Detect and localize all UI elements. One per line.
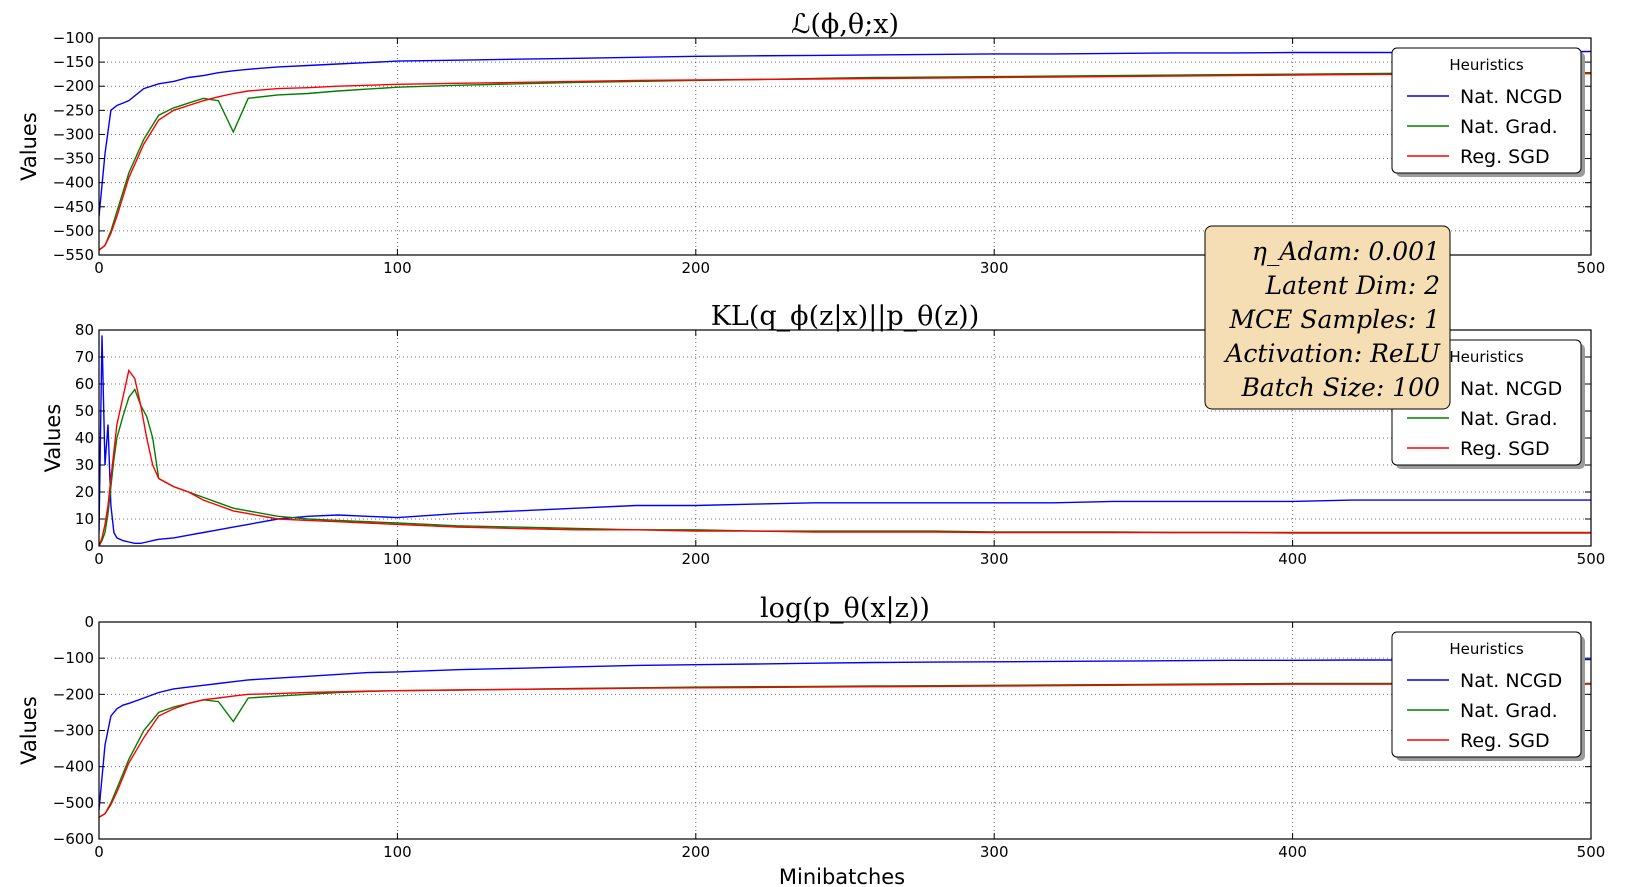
x-tick-label: 200 <box>681 550 710 568</box>
y-tick-label: −250 <box>53 101 94 119</box>
plot-frame <box>98 37 1592 256</box>
info-box-background <box>1204 225 1451 410</box>
y-axis-label: Values <box>41 404 65 473</box>
x-tick-label: 100 <box>383 259 412 277</box>
y-tick-label: −150 <box>53 53 94 71</box>
x-tick-label: 0 <box>94 259 104 277</box>
legend-box <box>1391 631 1582 758</box>
series-line-nat-ncgd <box>99 50 1591 217</box>
legend-entry: Nat. NCGD <box>1460 378 1562 400</box>
legend-title: Heuristics <box>1449 56 1523 74</box>
legend: Heuristics Nat. NCGD Nat. Grad. Reg. SGD <box>1391 47 1585 177</box>
chart-panel-3: 0 100 200 300 400 500 −600 −500 −400 −300 −200 −100… <box>17 593 1605 861</box>
series-line-nat-grad- <box>99 682 1591 818</box>
legend-box <box>1391 47 1582 174</box>
series-line-nat-grad- <box>99 387 1591 546</box>
info-box: η_Adam: 0.001 Latent Dim: 2 MCE Samples: 1… <box>1204 225 1451 410</box>
chart-panel-1: 0100200300400500−550−500−450−400−350−300… <box>17 9 1605 277</box>
x-tick-label: 100 <box>383 843 412 861</box>
x-tick-label: 0 <box>94 843 104 861</box>
legend-entry: Nat. Grad. <box>1460 700 1558 722</box>
info-line: Activation: ReLU <box>1223 339 1441 368</box>
y-tick-label: 20 <box>75 483 94 501</box>
series-line-reg-sgd <box>99 368 1591 546</box>
y-tick-label: 70 <box>75 348 94 366</box>
y-tick-label: −500 <box>53 222 94 240</box>
x-tick-label: 300 <box>980 550 1009 568</box>
y-tick-label: −200 <box>53 685 94 703</box>
y-tick-label: −100 <box>53 649 94 667</box>
x-tick-label: 500 <box>1577 843 1606 861</box>
y-tick-label: 30 <box>75 456 94 474</box>
panel-title: log(p_θ(x|z)) <box>760 593 930 624</box>
y-tick-label: −350 <box>53 150 94 168</box>
y-tick-label: 0 <box>84 613 94 631</box>
legend-entry: Reg. SGD <box>1460 438 1550 460</box>
y-axis-label: Values <box>17 696 41 765</box>
x-tick-label: 100 <box>383 550 412 568</box>
x-tick-label: 200 <box>681 259 710 277</box>
y-tick-label: −200 <box>53 77 94 95</box>
legend-entry: Nat. Grad. <box>1460 408 1558 430</box>
x-tick-label: 300 <box>980 259 1009 277</box>
y-tick-label: −600 <box>53 830 94 848</box>
x-tick-label: 400 <box>1278 550 1307 568</box>
x-tick-label: 300 <box>980 843 1009 861</box>
x-tick-label: 0 <box>94 550 104 568</box>
legend-entry: Nat. NCGD <box>1460 670 1562 692</box>
x-tick-label: 400 <box>1278 843 1307 861</box>
info-line: MCE Samples: 1 <box>1228 305 1440 334</box>
info-line: Batch Size: 100 <box>1240 373 1440 402</box>
series-line-reg-sgd <box>99 72 1591 251</box>
y-tick-label: −300 <box>53 125 94 143</box>
y-tick-label: 80 <box>75 321 94 339</box>
y-tick-label: 40 <box>75 429 94 447</box>
x-tick-label: 500 <box>1577 259 1606 277</box>
y-tick-label: 60 <box>75 375 94 393</box>
series-line-nat-grad- <box>99 71 1591 251</box>
y-tick-label: 10 <box>75 510 94 528</box>
x-tick-label: 500 <box>1577 550 1606 568</box>
info-line: Latent Dim: 2 <box>1265 271 1440 300</box>
legend-title: Heuristics <box>1449 640 1523 658</box>
y-tick-label: 50 <box>75 402 94 420</box>
x-tick-label: 200 <box>681 843 710 861</box>
legend-entry: Nat. Grad. <box>1460 116 1558 138</box>
legend: Heuristics Nat. NCGD Nat. Grad. Reg. SGD <box>1391 631 1585 761</box>
y-tick-label: 0 <box>84 537 94 555</box>
series-line-nat-ncgd <box>99 335 1591 544</box>
y-tick-label: −400 <box>53 174 94 192</box>
y-tick-label: −450 <box>53 198 94 216</box>
legend-entry: Reg. SGD <box>1460 146 1550 168</box>
panel-title: KL(q_ϕ(z|x)||p_θ(z)) <box>711 301 980 332</box>
y-tick-label: −400 <box>53 758 94 776</box>
y-tick-label: −500 <box>53 794 94 812</box>
y-axis-label: Values <box>17 112 41 181</box>
x-axis-label: Minibatches <box>779 865 905 887</box>
y-tick-label: −300 <box>53 722 94 740</box>
info-line: η_Adam: 0.001 <box>1252 237 1440 266</box>
y-tick-label: −550 <box>53 246 94 264</box>
y-tick-label: −100 <box>53 29 94 47</box>
legend-entry: Nat. NCGD <box>1460 86 1562 108</box>
panel-title: ℒ(ϕ,θ;x) <box>791 9 899 40</box>
legend-title: Heuristics <box>1449 348 1523 366</box>
legend-entry: Reg. SGD <box>1460 730 1550 752</box>
series-line-nat-ncgd <box>99 658 1591 811</box>
series-line-reg-sgd <box>99 683 1591 818</box>
